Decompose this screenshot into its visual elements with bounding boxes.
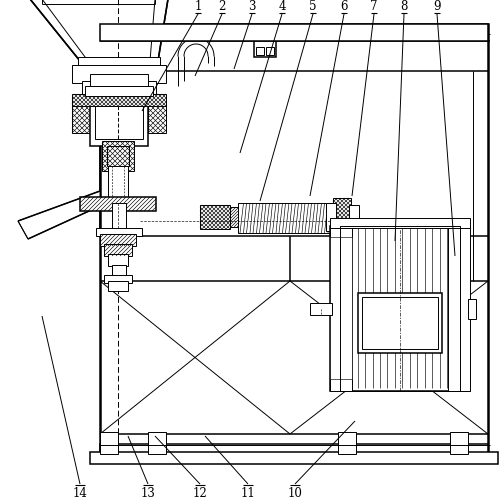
- Text: 5: 5: [309, 0, 317, 13]
- Bar: [330, 237, 352, 379]
- Bar: [72, 66, 166, 84]
- Bar: [310, 304, 332, 315]
- Text: 2: 2: [218, 0, 226, 13]
- Bar: [112, 203, 126, 282]
- Text: 12: 12: [192, 486, 208, 499]
- Bar: [230, 207, 238, 227]
- Text: 3: 3: [248, 0, 256, 13]
- Bar: [200, 205, 230, 229]
- Bar: [96, 228, 142, 236]
- Text: 14: 14: [72, 486, 88, 499]
- Bar: [108, 282, 128, 292]
- Bar: [340, 226, 460, 391]
- Bar: [108, 167, 128, 201]
- Text: 8: 8: [400, 0, 407, 13]
- Bar: [148, 432, 166, 454]
- Bar: [72, 95, 166, 107]
- Bar: [330, 218, 470, 228]
- Text: 13: 13: [140, 486, 156, 499]
- Polygon shape: [18, 191, 100, 239]
- Bar: [80, 197, 156, 211]
- Bar: [104, 276, 132, 284]
- Bar: [104, 244, 132, 257]
- Text: 1: 1: [194, 0, 202, 13]
- Bar: [90, 452, 498, 464]
- Bar: [107, 147, 129, 167]
- Bar: [333, 198, 351, 236]
- Bar: [112, 266, 126, 282]
- Text: 7: 7: [370, 0, 378, 13]
- Bar: [82, 82, 156, 96]
- Bar: [450, 432, 468, 454]
- Polygon shape: [30, 0, 168, 62]
- Bar: [148, 99, 166, 134]
- Bar: [254, 40, 276, 58]
- Bar: [90, 95, 148, 147]
- Bar: [100, 444, 488, 454]
- Bar: [102, 142, 134, 172]
- Bar: [256, 48, 264, 56]
- Bar: [238, 203, 333, 233]
- Bar: [100, 234, 136, 246]
- Bar: [72, 99, 90, 134]
- Bar: [95, 100, 143, 140]
- Text: 9: 9: [433, 0, 441, 13]
- Bar: [330, 226, 470, 391]
- Bar: [468, 300, 476, 319]
- Bar: [100, 25, 488, 42]
- Bar: [358, 294, 442, 353]
- Bar: [266, 48, 274, 56]
- Bar: [349, 205, 359, 229]
- Bar: [362, 298, 438, 349]
- Bar: [100, 432, 118, 454]
- Bar: [85, 87, 153, 97]
- Text: 6: 6: [340, 0, 348, 13]
- Text: 11: 11: [240, 486, 256, 499]
- Bar: [78, 58, 160, 70]
- Bar: [330, 226, 352, 391]
- Bar: [90, 75, 148, 87]
- Bar: [326, 203, 336, 231]
- Bar: [100, 25, 488, 454]
- Bar: [108, 255, 128, 267]
- Bar: [448, 226, 470, 391]
- Text: 4: 4: [278, 0, 286, 13]
- Bar: [338, 432, 356, 454]
- Text: 10: 10: [288, 486, 302, 499]
